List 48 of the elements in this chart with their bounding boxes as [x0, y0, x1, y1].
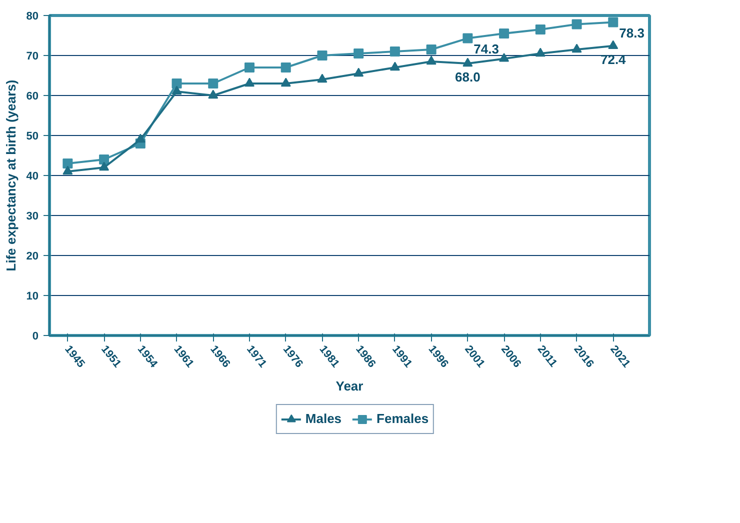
y-tick-label: 50 — [26, 130, 39, 142]
y-tick-label: 60 — [26, 90, 39, 102]
data-label: 78.3 — [619, 25, 644, 40]
point — [280, 62, 291, 72]
point — [390, 62, 400, 71]
y-tick-label: 10 — [26, 290, 39, 302]
y-tick-label: 40 — [26, 170, 39, 182]
point — [608, 17, 618, 28]
point — [208, 78, 218, 88]
x-axis-title: Year — [336, 378, 364, 394]
legend-label: Females — [376, 411, 429, 426]
point — [62, 158, 73, 168]
point — [317, 74, 328, 83]
point — [280, 78, 291, 87]
point — [244, 78, 254, 87]
y-tick-label: 0 — [32, 330, 39, 342]
point — [426, 56, 436, 65]
point — [462, 58, 473, 67]
data-label: 68.0 — [455, 70, 480, 84]
point — [172, 86, 182, 95]
y-tick-label: 30 — [26, 210, 39, 222]
data-label: 72.4 — [600, 52, 627, 67]
point — [390, 46, 400, 56]
point — [99, 162, 110, 171]
point — [317, 50, 328, 60]
point — [462, 33, 473, 44]
point — [608, 40, 618, 49]
legend-label: Males — [305, 411, 342, 426]
point — [426, 44, 436, 54]
point — [244, 62, 254, 72]
point — [354, 48, 364, 58]
point — [572, 44, 582, 53]
point — [499, 28, 510, 38]
point — [572, 19, 582, 30]
point — [99, 154, 110, 164]
y-tick-label: 20 — [26, 250, 39, 262]
data-label: 74.3 — [474, 41, 499, 56]
point — [354, 68, 364, 77]
y-tick-label: 70 — [26, 50, 39, 62]
point — [62, 166, 73, 175]
y-tick-label: 80 — [26, 10, 39, 22]
point — [135, 134, 146, 143]
point — [208, 90, 218, 99]
point — [172, 78, 182, 88]
point — [499, 53, 510, 62]
y-axis-title: Life expectancy at birth (years) — [3, 80, 18, 272]
point — [535, 48, 546, 57]
point — [535, 24, 546, 34]
